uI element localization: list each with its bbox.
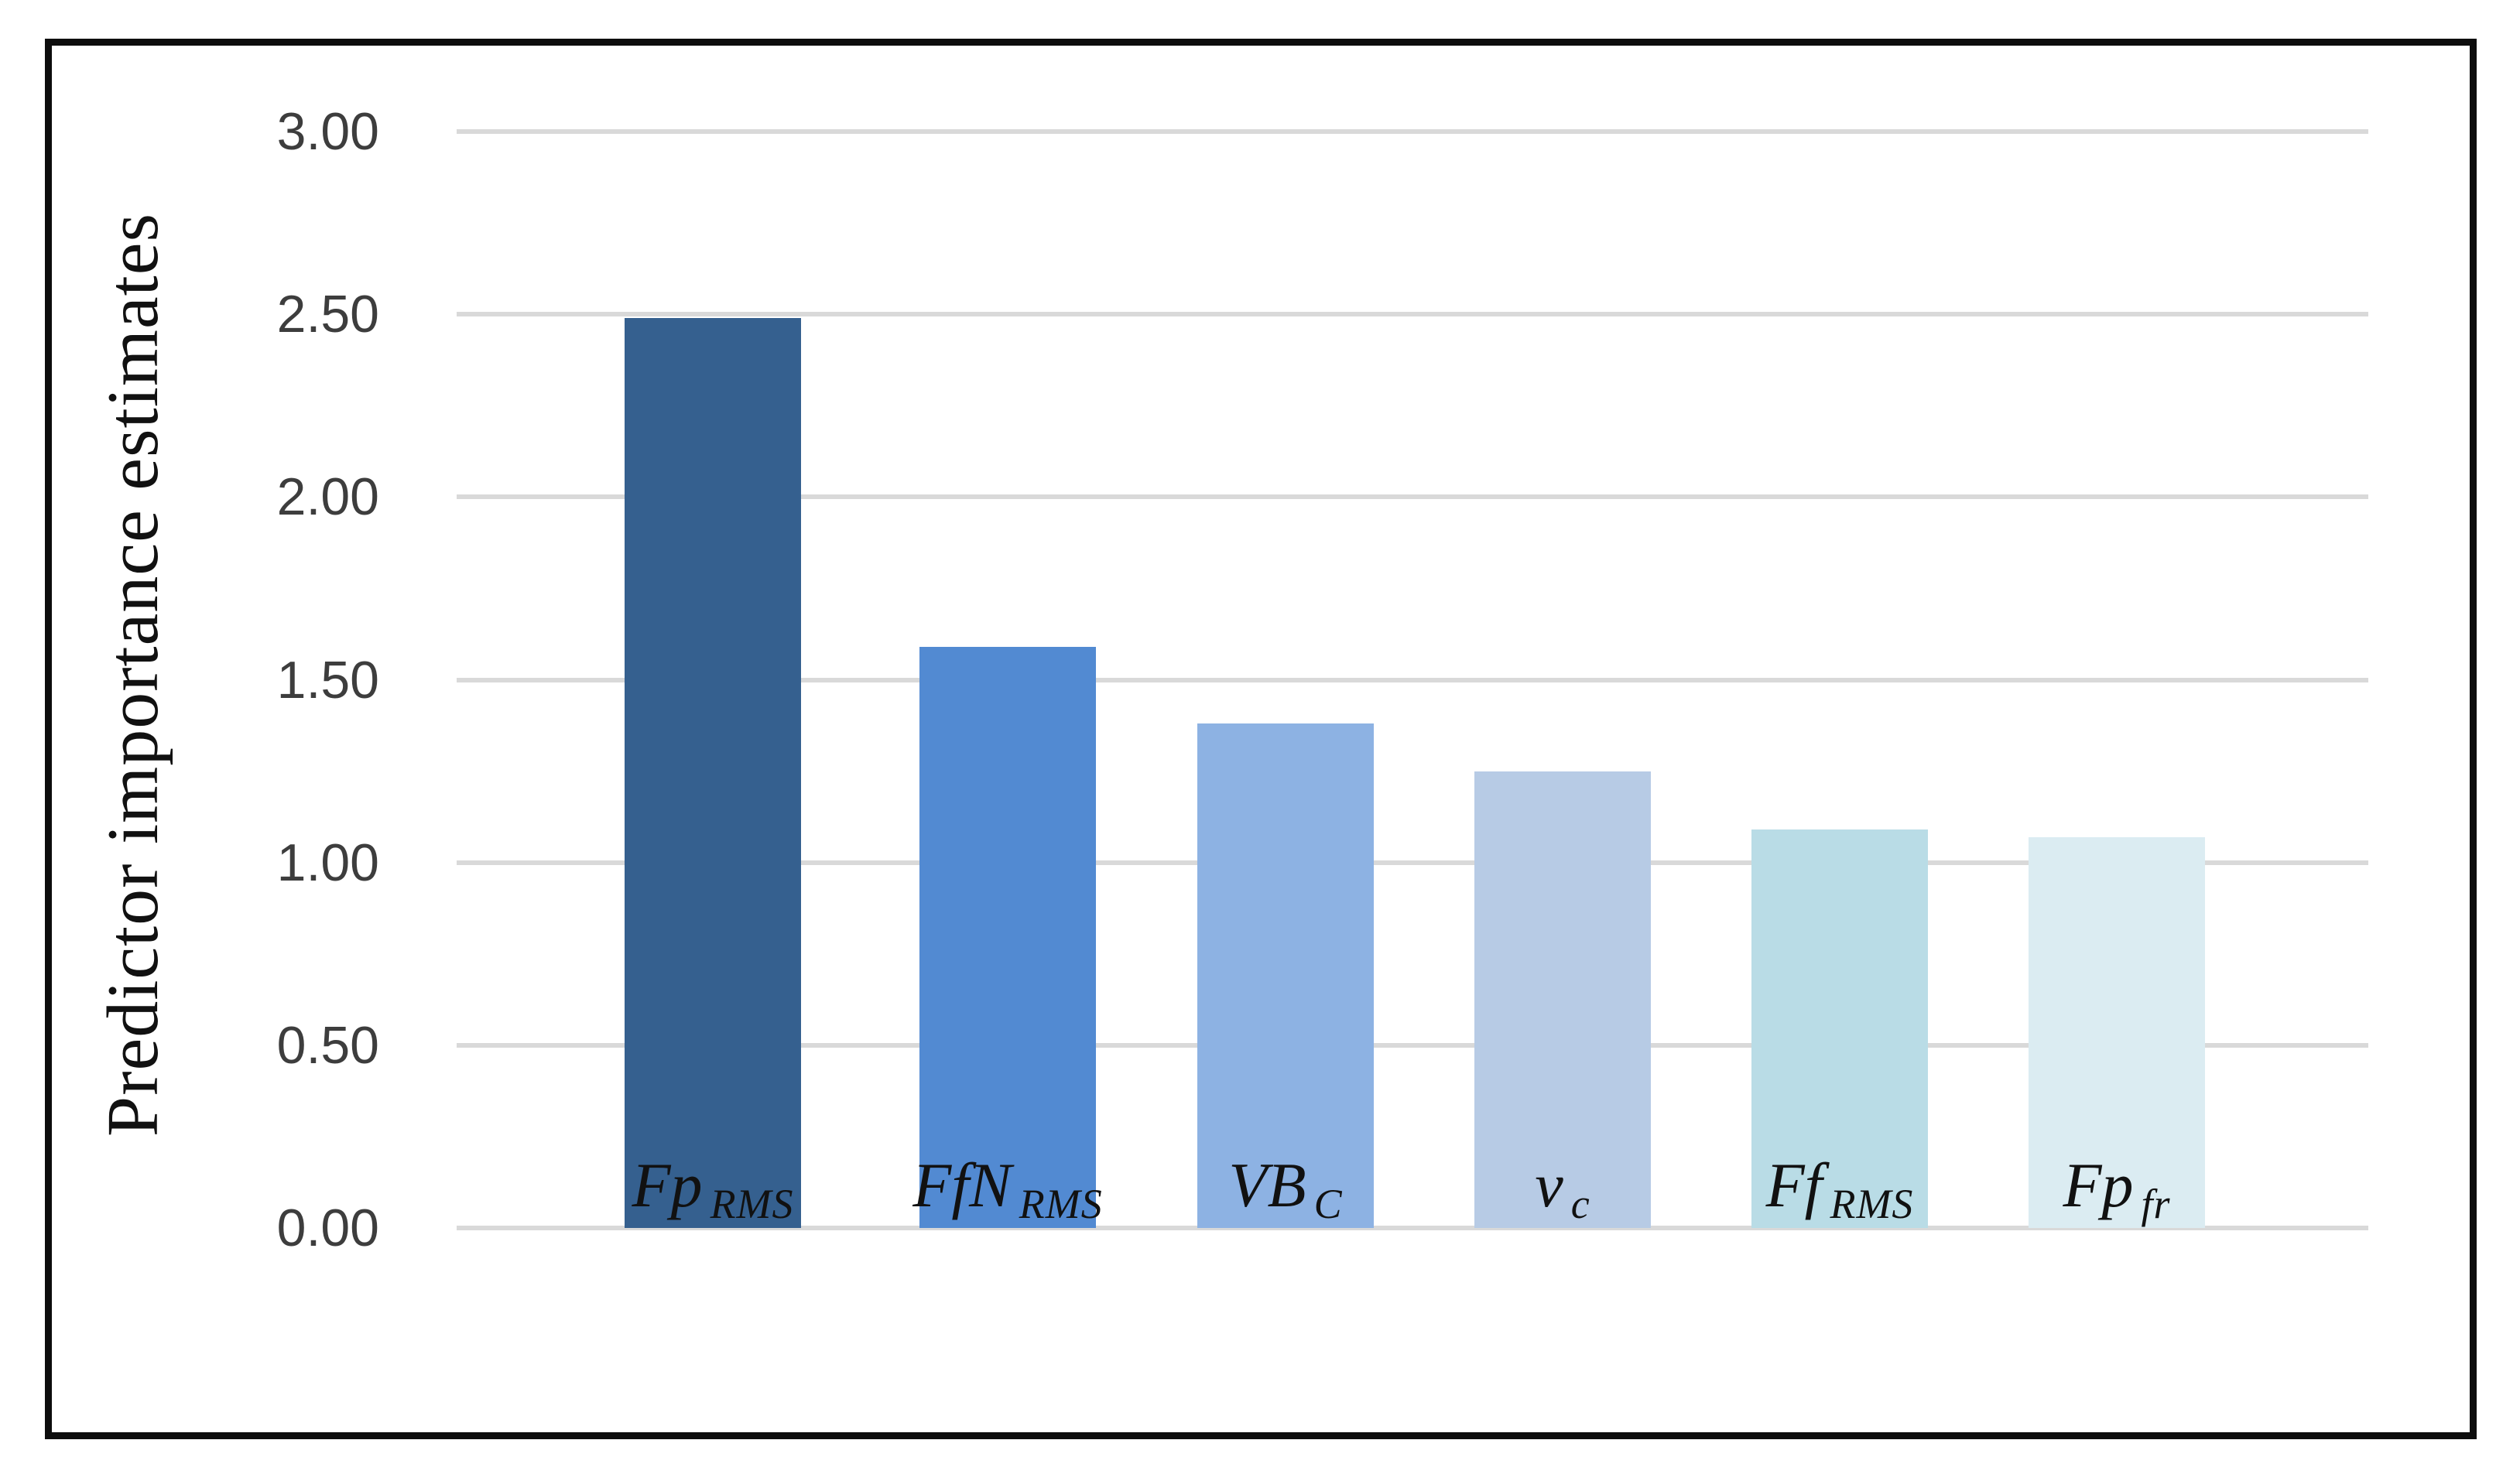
x-category-label: FfN RMS (912, 1149, 1103, 1228)
x-category-label: Ff RMS (1766, 1149, 1914, 1228)
y-tick-label: 2.50 (276, 285, 379, 344)
bar-VB-C (1197, 723, 1374, 1228)
gridline (457, 494, 2368, 500)
y-tick-label: 2.00 (276, 467, 379, 527)
plot-area (457, 129, 2368, 1230)
y-axis-tick-labels: 3.00 2.50 2.00 1.50 1.00 0.50 0.00 (0, 102, 379, 1257)
x-category-main: v (1535, 1150, 1563, 1220)
chart-border-frame (45, 39, 2477, 1439)
gridline (457, 860, 2368, 865)
x-category-main: Fp (2063, 1150, 2134, 1220)
x-category-subscript: RMS (1830, 1181, 1914, 1228)
gridline (457, 677, 2368, 682)
y-tick-label: 1.50 (276, 650, 379, 710)
x-category-subscript: fr (2141, 1181, 2171, 1228)
x-category-subscript: RMS (1019, 1181, 1103, 1228)
y-tick-label: 3.00 (276, 102, 379, 161)
x-category-label: Fp RMS (632, 1149, 793, 1228)
bar-Fp-RMS (625, 318, 801, 1228)
bar-FfN-RMS (919, 647, 1096, 1228)
gridline (457, 312, 2368, 317)
x-category-main: Fp (632, 1150, 703, 1220)
x-category-label: VB C (1228, 1149, 1342, 1228)
x-category-subscript: c (1570, 1181, 1590, 1228)
y-tick-label: 0.50 (276, 1015, 379, 1075)
y-tick-label: 1.00 (276, 833, 379, 892)
y-tick-label: 0.00 (276, 1199, 379, 1257)
x-category-subscript: C (1313, 1181, 1343, 1228)
bar-Fp-fr (2029, 837, 2205, 1228)
x-category-subscript: RMS (710, 1181, 794, 1228)
x-category-label: Fp fr (2063, 1149, 2170, 1228)
bar-v-c (1474, 771, 1651, 1228)
gridline (457, 129, 2368, 134)
x-category-main: VB (1228, 1150, 1306, 1220)
x-category-main: Ff (1765, 1150, 1823, 1220)
bar-Ff-RMS (1751, 829, 1928, 1228)
gridline (457, 1226, 2368, 1230)
gridline (457, 1042, 2368, 1048)
x-category-main: FfN (912, 1150, 1012, 1220)
